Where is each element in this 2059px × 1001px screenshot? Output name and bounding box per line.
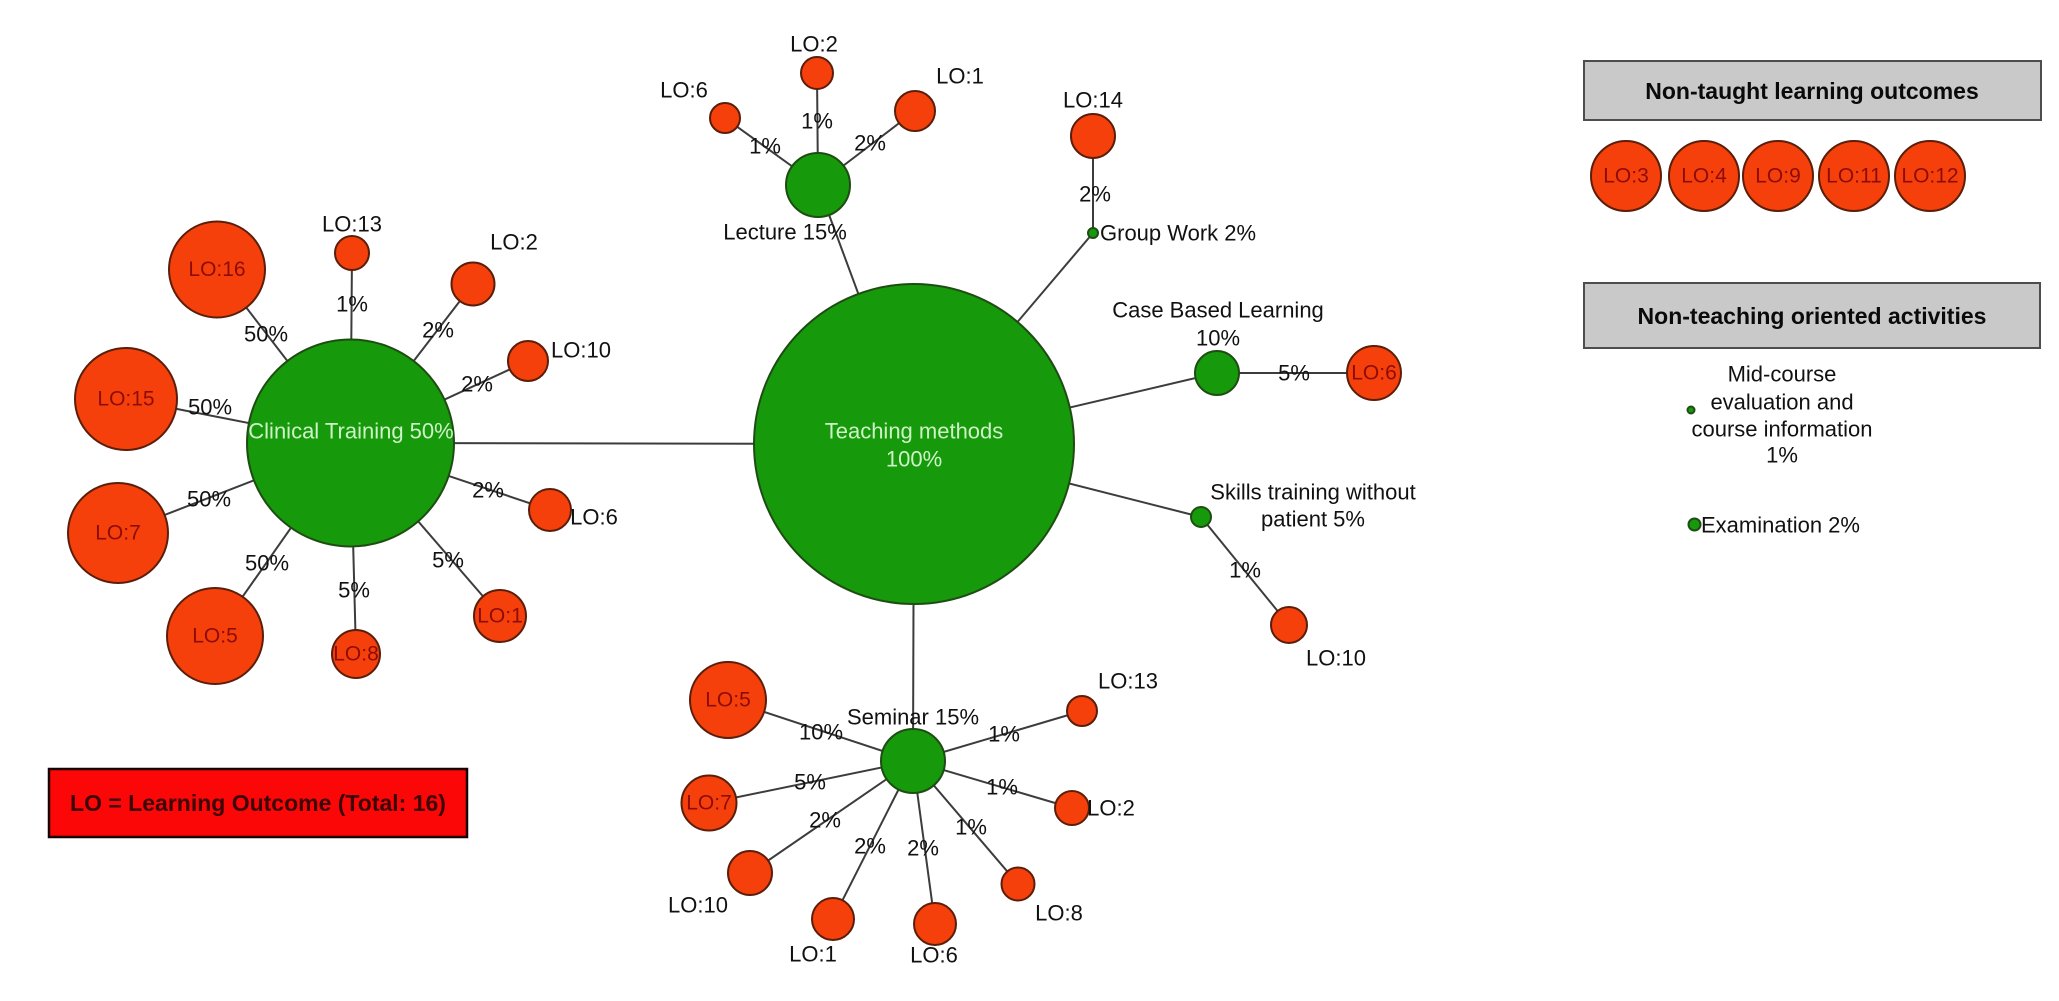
svg-text:1%: 1% xyxy=(988,722,1020,747)
svg-text:LO:12: LO:12 xyxy=(1901,165,1958,188)
svg-text:2%: 2% xyxy=(854,834,886,859)
svg-text:10%: 10% xyxy=(799,720,843,745)
svg-text:Skills training without: Skills training without xyxy=(1210,480,1415,505)
svg-text:LO:11: LO:11 xyxy=(1826,165,1882,188)
svg-text:2%: 2% xyxy=(422,318,454,343)
svg-text:5%: 5% xyxy=(1278,361,1310,386)
svg-text:LO:9: LO:9 xyxy=(1755,165,1801,188)
svg-text:LO:15: LO:15 xyxy=(97,388,154,411)
svg-text:LO:6: LO:6 xyxy=(1351,362,1397,385)
svg-text:Teaching methods: Teaching methods xyxy=(825,419,1004,444)
svg-text:5%: 5% xyxy=(338,578,370,603)
svg-text:1%: 1% xyxy=(801,109,833,134)
svg-text:LO:2: LO:2 xyxy=(490,230,538,255)
svg-text:2%: 2% xyxy=(1079,182,1111,207)
svg-text:50%: 50% xyxy=(244,322,288,347)
svg-text:Non-teaching oriented activiti: Non-teaching oriented activities xyxy=(1638,303,1987,329)
svg-text:Group Work 2%: Group Work 2% xyxy=(1100,221,1256,246)
svg-text:2%: 2% xyxy=(809,808,841,833)
svg-text:5%: 5% xyxy=(432,548,464,573)
svg-text:Clinical Training 50%: Clinical Training 50% xyxy=(248,419,453,444)
svg-text:course information: course information xyxy=(1692,417,1873,442)
svg-text:LO:7: LO:7 xyxy=(95,522,141,545)
svg-text:LO:8: LO:8 xyxy=(333,643,379,666)
svg-text:LO:16: LO:16 xyxy=(188,258,245,281)
svg-text:LO:7: LO:7 xyxy=(686,792,732,815)
svg-text:2%: 2% xyxy=(907,836,939,861)
svg-text:100%: 100% xyxy=(886,447,942,472)
svg-text:LO = Learning Outcome (Total:: LO = Learning Outcome (Total: 16) xyxy=(70,790,446,816)
svg-text:patient 5%: patient 5% xyxy=(1261,507,1365,532)
svg-text:LO:10: LO:10 xyxy=(668,893,728,918)
svg-text:2%: 2% xyxy=(461,372,493,397)
svg-text:1%: 1% xyxy=(749,134,781,159)
svg-text:5%: 5% xyxy=(794,770,826,795)
svg-text:Mid-course: Mid-course xyxy=(1728,362,1837,387)
svg-text:LO:6: LO:6 xyxy=(910,943,958,968)
svg-text:LO:10: LO:10 xyxy=(1306,646,1366,671)
svg-text:LO:1: LO:1 xyxy=(936,64,984,89)
svg-text:1%: 1% xyxy=(986,775,1018,800)
svg-text:LO:4: LO:4 xyxy=(1681,165,1727,188)
svg-text:1%: 1% xyxy=(1766,443,1798,468)
svg-text:1%: 1% xyxy=(955,815,987,840)
svg-text:LO:1: LO:1 xyxy=(477,605,523,628)
svg-text:evaluation and: evaluation and xyxy=(1710,390,1853,415)
svg-text:Case Based Learning: Case Based Learning xyxy=(1112,298,1324,323)
svg-text:Examination 2%: Examination 2% xyxy=(1701,513,1860,538)
svg-text:10%: 10% xyxy=(1196,326,1240,351)
svg-text:LO:14: LO:14 xyxy=(1063,88,1123,113)
svg-text:1%: 1% xyxy=(336,292,368,317)
svg-text:2%: 2% xyxy=(854,131,886,156)
svg-text:50%: 50% xyxy=(188,395,232,420)
svg-text:50%: 50% xyxy=(245,551,289,576)
svg-text:LO:3: LO:3 xyxy=(1603,165,1649,188)
svg-text:LO:6: LO:6 xyxy=(570,505,618,530)
svg-text:LO:13: LO:13 xyxy=(322,212,382,237)
svg-text:LO:10: LO:10 xyxy=(551,338,611,363)
svg-text:LO:8: LO:8 xyxy=(1035,901,1083,926)
svg-text:LO:13: LO:13 xyxy=(1098,669,1158,694)
svg-text:LO:2: LO:2 xyxy=(790,32,838,57)
svg-text:Seminar 15%: Seminar 15% xyxy=(847,705,979,730)
svg-text:50%: 50% xyxy=(187,487,231,512)
svg-text:Non-taught learning outcomes: Non-taught learning outcomes xyxy=(1645,78,1979,104)
svg-text:LO:5: LO:5 xyxy=(192,625,238,648)
svg-text:LO:1: LO:1 xyxy=(789,942,837,967)
svg-text:Lecture 15%: Lecture 15% xyxy=(723,220,847,245)
svg-text:LO:5: LO:5 xyxy=(705,689,751,712)
svg-text:LO:2: LO:2 xyxy=(1087,796,1135,821)
svg-text:1%: 1% xyxy=(1229,558,1261,583)
svg-text:LO:6: LO:6 xyxy=(660,78,708,103)
svg-text:2%: 2% xyxy=(472,478,504,503)
